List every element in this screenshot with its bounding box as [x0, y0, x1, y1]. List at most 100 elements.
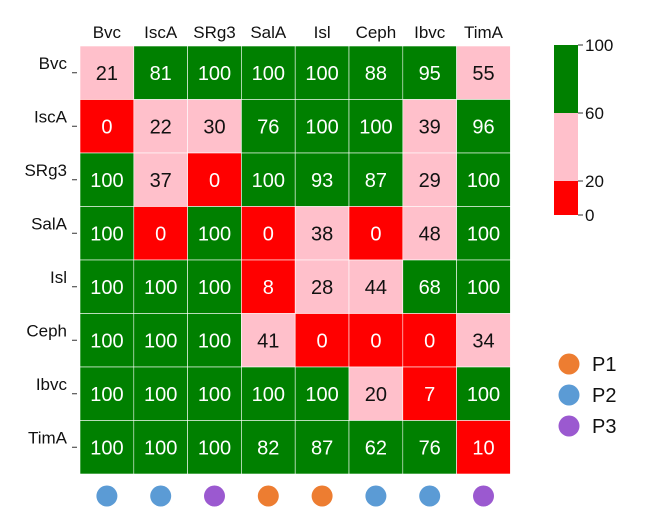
cell-value: 39 — [419, 116, 441, 138]
heatmap-cell — [456, 366, 511, 421]
heatmap-cell — [133, 420, 188, 475]
row-label-ceph: Ceph — [26, 321, 67, 340]
row-label-ibvc: Ibvc — [36, 375, 68, 394]
group-dot-p2 — [150, 485, 172, 507]
heatmap-cell — [402, 259, 457, 314]
cell-value: 100 — [467, 384, 500, 406]
column-label-bvc: Bvc — [93, 23, 122, 42]
row-labels: Bvc IscA SRg3 SalA Isl Ceph Ibvc TimA — [24, 54, 77, 448]
cell-value: 10 — [472, 437, 494, 459]
row-label-srg3: SRg3 — [24, 161, 67, 180]
column-label-srg3: SRg3 — [193, 23, 236, 42]
row-label-tima: TimA — [28, 428, 68, 447]
colorbar-tick-label: 20 — [585, 172, 604, 191]
cell-value: 100 — [90, 437, 123, 459]
cell-value: 76 — [257, 116, 279, 138]
cell-value: 76 — [419, 437, 441, 459]
legend-label-p1: P1 — [592, 354, 616, 376]
heatmap-cell — [456, 259, 511, 314]
colorbar-tick-label: 100 — [585, 36, 613, 55]
group-dot-p2 — [96, 485, 118, 507]
heatmap-cell — [241, 99, 296, 154]
column-label-tima: TimA — [464, 23, 504, 42]
heatmap-cell — [456, 313, 511, 368]
cell-value: 100 — [198, 384, 231, 406]
heatmap-cell — [133, 206, 188, 261]
cell-value: 100 — [144, 437, 177, 459]
heatmap-cell — [348, 259, 404, 314]
cell-value: 34 — [472, 330, 494, 352]
cell-value: 82 — [257, 437, 279, 459]
group-dot-p1 — [311, 485, 333, 507]
heatmap-cell — [294, 99, 350, 154]
heatmap-cell — [241, 313, 296, 368]
cell-value: 21 — [96, 63, 118, 85]
cell-value: 100 — [467, 170, 500, 192]
column-label-isl: Isl — [314, 23, 331, 42]
legend-marker-p1 — [558, 353, 580, 375]
heatmap-cell — [133, 259, 188, 314]
heatmap-cell — [294, 206, 350, 261]
cell-value: 38 — [311, 223, 333, 245]
heatmap-cell — [456, 152, 511, 207]
cell-value: 100 — [305, 384, 338, 406]
row-label-bvc: Bvc — [39, 54, 68, 73]
group-dot-p2 — [419, 485, 441, 507]
cell-value: 100 — [198, 330, 231, 352]
row-label-sala: SalA — [31, 214, 68, 233]
cell-value: 100 — [359, 116, 392, 138]
cell-value: 81 — [150, 63, 172, 85]
cell-value: 22 — [150, 116, 172, 138]
cell-value: 100 — [90, 384, 123, 406]
colorbar-segment — [554, 113, 578, 181]
cell-value: 100 — [467, 277, 500, 299]
cell-value: 44 — [365, 277, 387, 299]
heatmap-cell — [187, 366, 242, 421]
heatmap-cell — [294, 313, 350, 368]
heatmap-cell — [402, 152, 457, 207]
heatmap-cell — [456, 45, 511, 100]
cell-value: 100 — [252, 384, 285, 406]
column-label-sala: SalA — [250, 23, 287, 42]
cell-value: 41 — [257, 330, 279, 352]
group-dot-p1 — [257, 485, 279, 507]
heatmap-cell — [79, 259, 135, 314]
cell-value: 100 — [90, 170, 123, 192]
heatmap-cell — [456, 420, 511, 475]
cell-value: 96 — [472, 116, 494, 138]
heatmap-cell — [187, 259, 242, 314]
legend-marker-p2 — [558, 384, 580, 406]
group-legend: P1 P2 P3 — [558, 353, 616, 438]
cell-value: 100 — [90, 330, 123, 352]
heatmap-cell — [79, 420, 135, 475]
column-label-isca: IscA — [144, 23, 178, 42]
heatmap-cell — [294, 152, 350, 207]
cell-value: 8 — [263, 277, 274, 299]
heatmap-cell — [456, 206, 511, 261]
cell-value: 48 — [419, 223, 441, 245]
cell-value: 0 — [317, 330, 328, 352]
cell-value: 100 — [144, 330, 177, 352]
group-dot-p3 — [473, 485, 494, 507]
colorbar-tick-label: 60 — [585, 104, 604, 123]
cell-value: 87 — [311, 437, 333, 459]
column-group-dots — [96, 485, 494, 507]
cell-value: 62 — [365, 437, 387, 459]
colorbar-segment — [554, 181, 578, 215]
cell-value: 100 — [90, 277, 123, 299]
column-label-ibvc: Ibvc — [414, 23, 446, 42]
cell-value: 0 — [263, 223, 274, 245]
heatmap-cell — [402, 420, 457, 475]
cell-value: 0 — [155, 223, 166, 245]
cell-value: 100 — [90, 223, 123, 245]
colorbar-tick-label: 0 — [585, 206, 594, 225]
group-dot-p3 — [204, 485, 225, 507]
colorbar-segment — [554, 45, 578, 113]
heatmap-cell — [133, 45, 188, 100]
heatmap-cell — [79, 152, 135, 207]
cell-value: 0 — [209, 170, 220, 192]
cell-value: 29 — [419, 170, 441, 192]
heatmap-cell — [402, 45, 457, 100]
